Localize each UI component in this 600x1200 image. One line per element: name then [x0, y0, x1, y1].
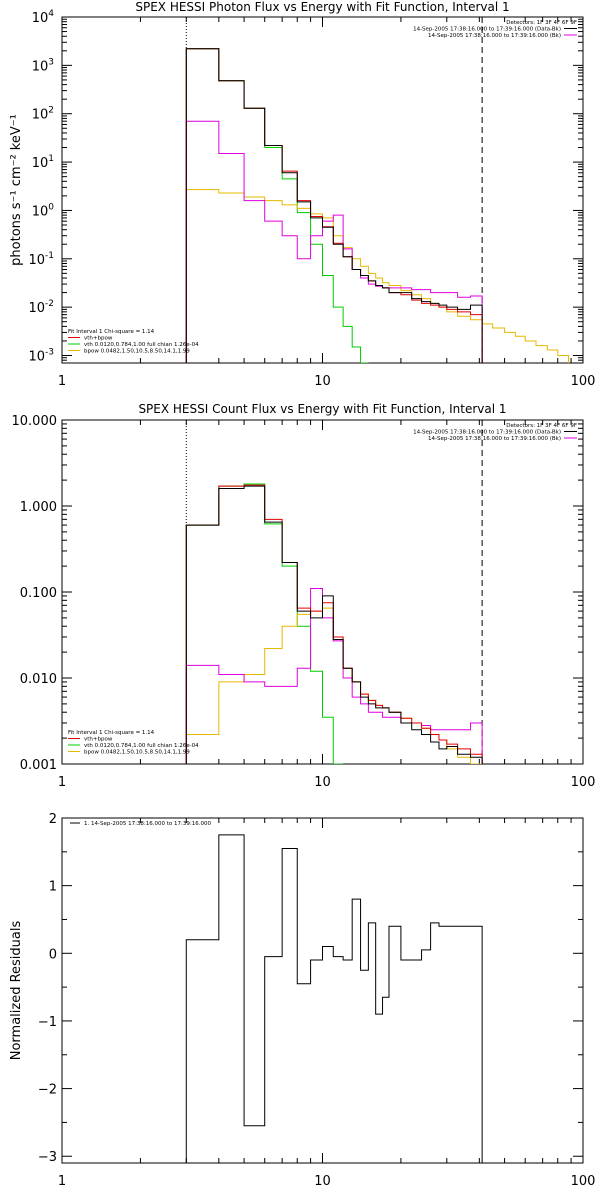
series-data-0 [185, 834, 483, 1163]
y-tick-label: 102 [32, 106, 54, 123]
series-background-4 [185, 120, 483, 363]
y-tick-base: 10 [28, 350, 45, 365]
x-tick-label: 1 [58, 374, 66, 389]
y-tick-base: 10 [28, 253, 45, 268]
y-tick-label: 0 [49, 947, 57, 962]
x-tick-label: 10 [314, 1174, 331, 1189]
top-legend-text: 14-Sep-2005 17:38:16.000 to 17:39:16.000… [413, 430, 561, 436]
y-tick-base: 10 [32, 108, 49, 123]
bottom-legend-text: vth 0.0120,0.784,1.00 full chian 1.26e-0… [84, 342, 199, 348]
y-tick-label: 1.000 [20, 500, 57, 515]
bottom-legend-text: vth 0.0120,0.784,1.00 full chian 1.26e-0… [84, 743, 199, 749]
top-legend-text: 14-Sep-2005 17:38:16.000 to 17:39:16.000… [413, 27, 561, 33]
y-tick-label: 0.100 [20, 586, 57, 601]
y-tick-label: 2 [49, 812, 57, 827]
y-tick-exponent: -1 [45, 251, 54, 261]
count-flux-panel: 1 10 100 10.000 1.000 0.100 0.010 0.001 SPEX HES… [12, 402, 596, 790]
x-tick-label: 100 [571, 1174, 596, 1189]
x-tick-label: 100 [571, 775, 596, 790]
y-tick-label: 10.000 [12, 414, 58, 429]
y-tick-label: 0.001 [20, 758, 57, 773]
series-total-1 [185, 484, 483, 764]
y-tick-label: 101 [32, 154, 54, 171]
top-legend-text: Detectors: 1F 3F 4F 6F 9F [506, 20, 577, 26]
bottom-legend-text: Fit Interval 1 Chi-square = 1.14 [68, 730, 155, 736]
top-legend-text: Detectors: 1F 3F 4F 6F 9F [506, 423, 577, 429]
y-tick-base: 10 [32, 204, 49, 219]
y-tick-exponent: 3 [48, 57, 54, 67]
y-tick-label: 10-2 [28, 299, 54, 316]
y-tick-label: 0.010 [20, 672, 57, 687]
bottom-legend-text: bpow 0.0482,1.50,10.5,8.50,14.1,1.99 [84, 750, 190, 756]
y-tick-exponent: -3 [45, 348, 54, 358]
series-vth-2 [185, 483, 344, 764]
y-tick-label: −3 [38, 1150, 57, 1165]
y-tick-exponent: 2 [48, 106, 54, 116]
y-tick-label: 100 [32, 202, 55, 219]
bottom-legend-text: Fit Interval 1 Chi-square = 1.14 [68, 329, 155, 335]
y-tick-base: 10 [32, 156, 49, 171]
y-tick-exponent: 1 [48, 154, 54, 164]
plot-frame [61, 16, 584, 364]
series-total-1 [185, 48, 483, 363]
y-tick-exponent: 4 [48, 9, 54, 19]
y-tick-label: −2 [38, 1083, 57, 1098]
top-legend-text: 14-Sep-2005 17:38:16.000 to 17:39:16.000… [428, 436, 561, 442]
chart-title: SPEX HESSI Photon Flux vs Energy with Fi… [135, 0, 509, 14]
top-legend-text: 1. 14-Sep-2005 17:38:16.000 to 17:39:16.… [84, 821, 211, 827]
series-vth-2 [185, 48, 369, 363]
x-tick-label: 100 [571, 374, 596, 389]
y-tick-label: −1 [38, 1015, 57, 1030]
plot-frame [61, 817, 584, 1164]
series-data-0 [185, 485, 483, 764]
bottom-legend-text: vth+bpow [84, 737, 113, 743]
series-data-0 [185, 48, 483, 363]
x-tick-label: 1 [58, 1174, 66, 1189]
y-axis-label: photons s⁻¹ cm⁻² keV⁻¹ [9, 114, 24, 266]
y-tick-base: 10 [28, 301, 45, 316]
chart-title: SPEX HESSI Count Flux vs Energy with Fit… [138, 402, 506, 416]
y-tick-base: 10 [32, 11, 49, 26]
y-tick-base: 10 [32, 59, 49, 74]
top-legend-text: 14-Sep-2005 17:38:16.000 to 17:39:16.000… [428, 33, 561, 39]
y-tick-label: 1 [49, 880, 57, 895]
x-tick-label: 10 [314, 775, 331, 790]
y-tick-label: 103 [32, 57, 54, 74]
y-tick-exponent: -2 [45, 299, 54, 309]
y-tick-label: 104 [32, 9, 55, 26]
bottom-legend-text: vth+bpow [84, 336, 113, 342]
y-tick-exponent: 0 [48, 202, 54, 212]
series-bpow-3 [185, 189, 570, 363]
y-axis-label: Normalized Residuals [9, 921, 24, 1061]
series-background-4 [185, 587, 483, 764]
series-bpow-3 [185, 607, 483, 764]
x-tick-label: 10 [314, 374, 331, 389]
y-tick-label: 10-3 [28, 348, 54, 365]
x-tick-label: 1 [58, 775, 66, 790]
y-tick-label: 10-1 [28, 251, 54, 268]
bottom-legend-text: bpow 0.0482,1.50,10.5,8.50,14.1,1.99 [84, 349, 190, 355]
